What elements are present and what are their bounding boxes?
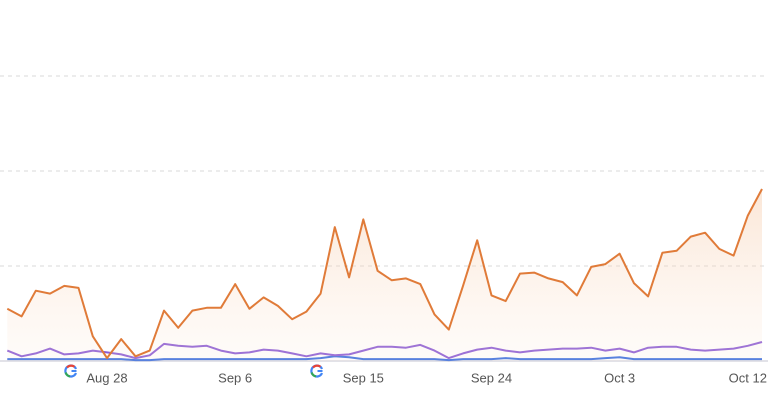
area-fill <box>7 189 763 361</box>
x-tick-label: Sep 6 <box>218 370 252 385</box>
x-tick-label: Sep 15 <box>343 370 384 385</box>
google-update-icon <box>64 364 78 378</box>
x-tick-label: Oct 3 <box>604 370 635 385</box>
series-line <box>6 188 763 360</box>
x-tick-label: Aug 28 <box>86 370 127 385</box>
x-tick-label: Oct 12 <box>729 370 767 385</box>
x-tick-label: Sep 24 <box>471 370 512 385</box>
google-update-icon <box>310 364 324 378</box>
